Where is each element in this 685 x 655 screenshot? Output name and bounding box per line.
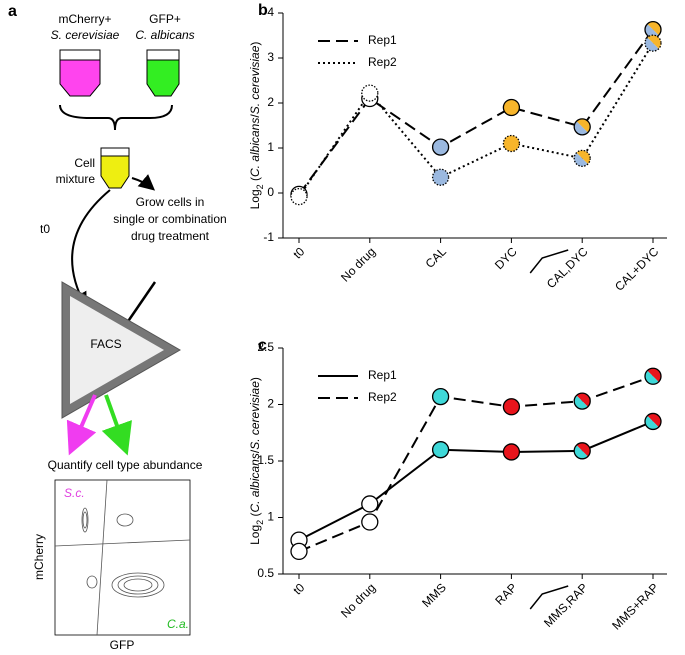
marker xyxy=(433,389,449,405)
marker xyxy=(574,119,590,135)
arrow xyxy=(106,395,125,448)
y-tick-label: 2 xyxy=(267,397,274,411)
facs-plot xyxy=(55,480,190,635)
x-tick-label: CAL xyxy=(423,244,450,271)
marker xyxy=(645,35,661,51)
line xyxy=(299,421,653,540)
marker xyxy=(362,514,378,530)
y-axis-label-part: ) xyxy=(248,42,262,46)
y-tick-label: 2 xyxy=(267,95,274,109)
arrow xyxy=(132,178,152,188)
x-tick-label: t0 xyxy=(290,580,307,597)
y-axis-label-part: ) xyxy=(248,377,262,381)
y-tick-label: -1 xyxy=(263,230,274,244)
grow-label: Grow cells in xyxy=(136,195,205,209)
y-tick-label: 1 xyxy=(267,510,274,524)
y-axis-label-part: C. albicans xyxy=(248,118,262,177)
panel-label: a xyxy=(8,3,17,20)
tube-label: S. cerevisiae xyxy=(51,28,120,42)
axis-label: GFP xyxy=(110,638,135,652)
line xyxy=(299,376,653,551)
y-tick-label: 1 xyxy=(267,140,274,154)
mix-label: mixture xyxy=(56,172,96,186)
marker xyxy=(503,100,519,116)
grow-label: drug treatment xyxy=(131,229,210,243)
y-tick-label: 4 xyxy=(267,5,274,19)
legend-label: Rep1 xyxy=(368,33,397,47)
t0-label: t0 xyxy=(40,222,50,236)
y-axis-label-part: S. cerevisiae xyxy=(248,45,262,114)
sc-label: S.c. xyxy=(64,486,85,500)
x-tick-label: CAL,DYC xyxy=(544,244,591,291)
marker xyxy=(645,413,661,429)
marker xyxy=(291,189,307,205)
x-tick-label: MMS xyxy=(419,580,449,610)
marker xyxy=(645,368,661,384)
x-tick-label: No drug xyxy=(338,580,378,620)
x-tick-label: No drug xyxy=(338,244,378,284)
y-axis-label-part: Log xyxy=(248,189,262,209)
y-axis-label: Log2 (C. albicans/S. cerevisiae) xyxy=(248,42,265,210)
legend-label: Rep1 xyxy=(368,368,397,382)
marker xyxy=(503,444,519,460)
facs-label: FACS xyxy=(90,337,121,351)
marker xyxy=(362,496,378,512)
x-tick-label: CAL+DYC xyxy=(612,244,662,294)
line xyxy=(299,30,653,195)
axis-label: mCherry xyxy=(32,534,46,580)
y-axis-label-part: C. albicans xyxy=(248,453,262,512)
y-tick-label: 0.5 xyxy=(257,566,274,580)
ca-label: C.a. xyxy=(167,617,189,631)
tube-label: mCherry+ xyxy=(58,12,111,26)
marker xyxy=(291,543,307,559)
grow-label: single or combination xyxy=(113,212,226,226)
y-tick-label: 3 xyxy=(267,50,274,64)
legend-label: Rep2 xyxy=(368,390,397,404)
line xyxy=(299,43,653,196)
mix-label: Cell xyxy=(74,156,95,170)
y-axis-label-part: Log xyxy=(248,525,262,545)
marker xyxy=(503,136,519,152)
y-axis-label-part: ( xyxy=(248,177,262,184)
marker xyxy=(574,443,590,459)
marker xyxy=(433,442,449,458)
x-tick-label: MMS,RAP xyxy=(541,580,591,630)
y-axis-label-part: ( xyxy=(248,513,262,520)
arrow xyxy=(72,190,110,305)
marker xyxy=(433,139,449,155)
tube-label: C. albicans xyxy=(135,28,194,42)
marker xyxy=(503,399,519,415)
y-tick-label: 2.5 xyxy=(257,340,274,354)
x-tick-label: RAP xyxy=(492,580,519,607)
brace xyxy=(60,105,172,130)
x-tick-label: DYC xyxy=(492,244,520,272)
marker xyxy=(362,85,378,101)
marker xyxy=(574,150,590,166)
x-tick-label: t0 xyxy=(290,244,307,261)
y-tick-label: 0 xyxy=(267,185,274,199)
y-axis-label-part: S. cerevisiae xyxy=(248,381,262,450)
panel-a: a mCherry+ S. cerevisiae GFP+ C. albican… xyxy=(8,3,227,652)
marker xyxy=(574,393,590,409)
legend-label: Rep2 xyxy=(368,55,397,69)
x-tick-label: MMS+RAP xyxy=(609,580,661,632)
marker xyxy=(433,169,449,185)
quantify-label: Quantify cell type abundance xyxy=(48,458,203,472)
tube-label: GFP+ xyxy=(149,12,181,26)
